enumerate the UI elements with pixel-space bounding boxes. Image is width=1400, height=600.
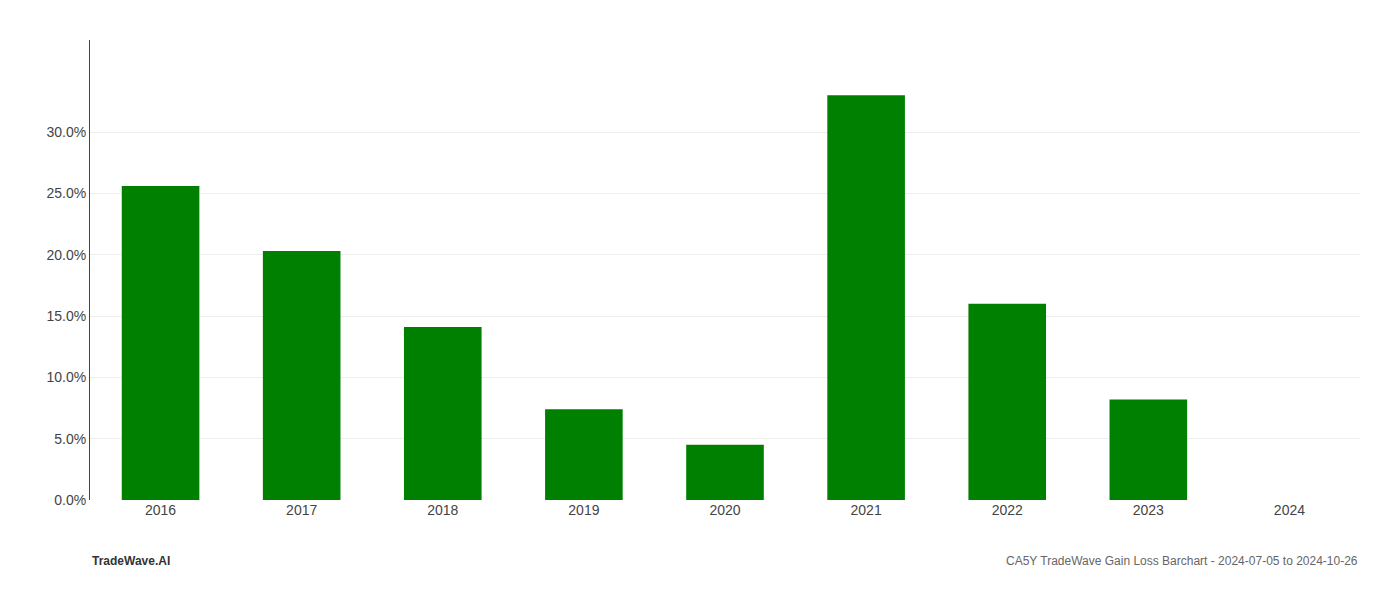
svg-text:0.0%: 0.0% [54, 492, 86, 508]
svg-text:25.0%: 25.0% [46, 185, 86, 201]
svg-text:2017: 2017 [286, 502, 317, 518]
svg-text:2022: 2022 [992, 502, 1023, 518]
svg-text:2023: 2023 [1133, 502, 1164, 518]
svg-text:TradeWave.AI: TradeWave.AI [92, 554, 170, 568]
svg-text:20.0%: 20.0% [46, 247, 86, 263]
svg-text:5.0%: 5.0% [54, 431, 86, 447]
svg-text:15.0%: 15.0% [46, 308, 86, 324]
svg-text:2016: 2016 [145, 502, 176, 518]
svg-text:30.0%: 30.0% [46, 124, 86, 140]
svg-text:2019: 2019 [568, 502, 599, 518]
svg-text:2020: 2020 [709, 502, 740, 518]
svg-text:2024: 2024 [1274, 502, 1305, 518]
svg-text:10.0%: 10.0% [46, 369, 86, 385]
svg-text:2021: 2021 [851, 502, 882, 518]
svg-text:2018: 2018 [427, 502, 458, 518]
svg-text:CA5Y TradeWave Gain Loss Barch: CA5Y TradeWave Gain Loss Barchart - 2024… [1006, 554, 1358, 568]
